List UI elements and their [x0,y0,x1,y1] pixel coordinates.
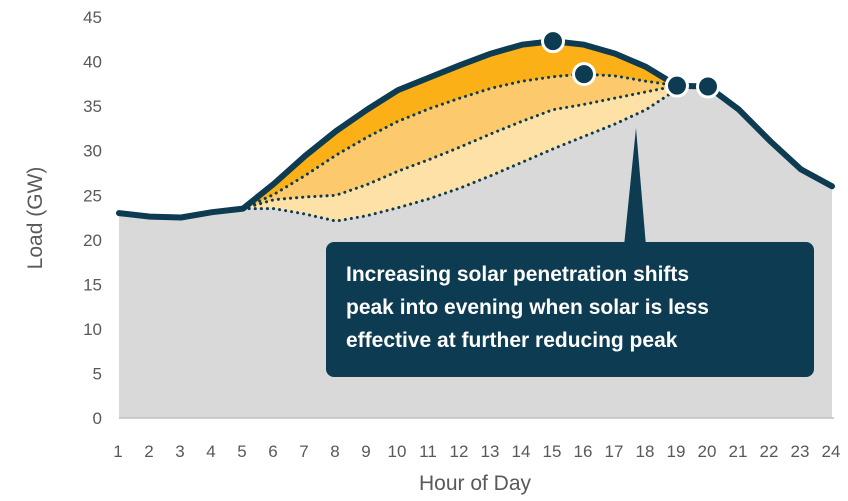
annotation-line-1: Increasing solar penetration shifts [346,263,690,286]
x-tick-label: 4 [206,442,215,461]
peak-marker-2 [572,62,596,87]
annotation-line-2: peak into evening when solar is less [346,296,709,319]
y-axis-title: Load (GW) [24,167,47,270]
x-tick-label: 11 [419,442,437,461]
x-tick-label: 16 [574,442,593,461]
x-tick-label: 21 [729,442,748,461]
x-tick-label: 13 [481,442,500,461]
x-tick-label: 5 [237,442,246,461]
y-tick-label: 40 [83,53,102,72]
peak-marker-1 [541,29,565,54]
x-tick-label: 17 [605,442,624,461]
x-tick-label: 9 [361,442,370,461]
y-tick-label: 0 [93,409,102,428]
y-tick-label: 35 [83,97,102,116]
y-tick-label: 5 [93,364,102,383]
x-tick-label: 8 [330,442,339,461]
x-tick-label: 24 [822,442,841,461]
x-tick-label: 14 [512,442,531,461]
solar-band-1 [243,41,677,209]
x-tick-label: 19 [667,442,686,461]
x-tick-label: 18 [636,442,655,461]
solar-curve-1 [241,72,679,211]
solar-band-2 [243,74,677,209]
x-tick-label: 15 [543,442,562,461]
y-tick-label: 10 [83,320,102,339]
solar-band-3 [243,85,677,222]
solar-curve-3 [241,87,679,223]
callout-pointer [624,128,646,246]
y-tick-label: 30 [83,142,102,161]
y-tick-label: 15 [83,275,102,294]
annotation-line-3: effective at further reducing peak [346,329,678,352]
solar-curve-2 [241,84,679,211]
x-tick-label: 3 [175,442,184,461]
y-tick-label: 45 [83,8,102,27]
x-tick-label: 23 [791,442,810,461]
x-axis-title: Hour of Day [419,472,532,495]
x-tick-label: 10 [388,442,407,461]
x-tick-label: 2 [144,442,153,461]
x-tick-label: 20 [698,442,717,461]
x-tick-label: 1 [113,442,122,461]
peak-marker-4 [696,74,720,99]
x-tick-label: 6 [268,442,277,461]
y-tick-label: 25 [83,186,102,205]
x-tick-label: 7 [299,442,308,461]
x-tick-label: 12 [450,442,469,461]
peak-marker-3 [665,73,689,98]
annotation-callout: Increasing solar penetration shifts peak… [326,242,814,377]
x-tick-label: 22 [760,442,779,461]
y-tick-label: 20 [83,231,102,250]
